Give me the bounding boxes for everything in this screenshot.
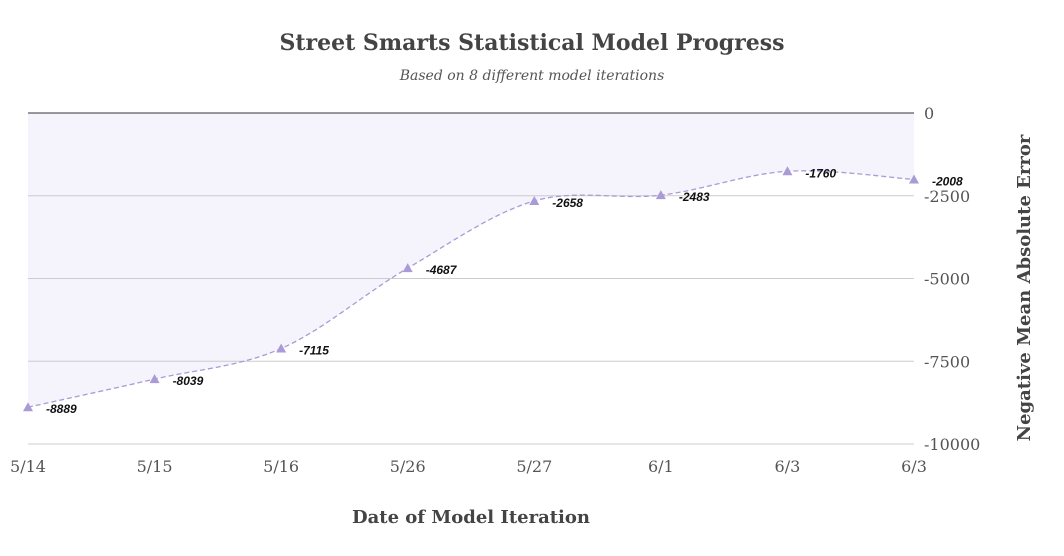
plot-area xyxy=(28,113,914,408)
data-label: -2008 xyxy=(932,174,963,188)
x-axis: 5/14 5/15 5/16 5/26 5/27 6/1 6/3 6/3 xyxy=(10,457,927,476)
grid-lines xyxy=(28,112,914,445)
y-tick-label: -5000 xyxy=(924,270,970,289)
data-label: -2658 xyxy=(552,196,583,210)
data-point-marker xyxy=(529,195,540,205)
y-tick-label: 0 xyxy=(924,104,934,123)
data-point-marker xyxy=(276,343,287,353)
data-point-marker xyxy=(782,166,793,176)
data-label: -8889 xyxy=(46,402,77,416)
chart-subtitle: Based on 8 different model iterations xyxy=(399,68,665,84)
markers xyxy=(23,166,919,412)
x-tick-label: 6/3 xyxy=(775,457,801,476)
data-point-marker xyxy=(909,174,919,184)
x-tick-label: 6/1 xyxy=(648,457,674,476)
x-tick-label: 5/15 xyxy=(137,457,173,476)
y-axis-title: Negative Mean Absolute Error xyxy=(1014,134,1035,441)
data-label: -4687 xyxy=(426,263,458,277)
data-point-marker xyxy=(655,190,666,200)
data-labels: -8889 -8039 -7115 -4687 -2658 -2483 -1760 -2008 xyxy=(46,166,963,416)
x-tick-label: 5/27 xyxy=(516,457,552,476)
data-point-marker xyxy=(23,402,33,412)
x-tick-label: 5/26 xyxy=(390,457,426,476)
x-tick-label: 5/16 xyxy=(263,457,299,476)
data-label: -2483 xyxy=(679,190,710,204)
x-tick-label: 5/14 xyxy=(10,457,46,476)
y-tick-label: -10000 xyxy=(924,435,980,454)
data-label: -7115 xyxy=(299,344,329,358)
data-label: -1760 xyxy=(805,166,836,180)
data-point-marker xyxy=(402,263,413,273)
y-axis: 0 -2500 -5000 -7500 -10000 xyxy=(924,104,980,454)
data-point-marker xyxy=(149,374,160,384)
x-tick-label: 6/3 xyxy=(901,457,927,476)
data-label: -8039 xyxy=(173,374,204,388)
y-tick-label: -7500 xyxy=(924,352,970,371)
x-axis-title: Date of Model Iteration xyxy=(352,507,590,528)
y-tick-label: -2500 xyxy=(924,187,970,206)
series xyxy=(27,170,915,408)
chart-title: Street Smarts Statistical Model Progress xyxy=(279,30,784,56)
series-line xyxy=(27,170,915,408)
area-fill xyxy=(28,113,914,408)
